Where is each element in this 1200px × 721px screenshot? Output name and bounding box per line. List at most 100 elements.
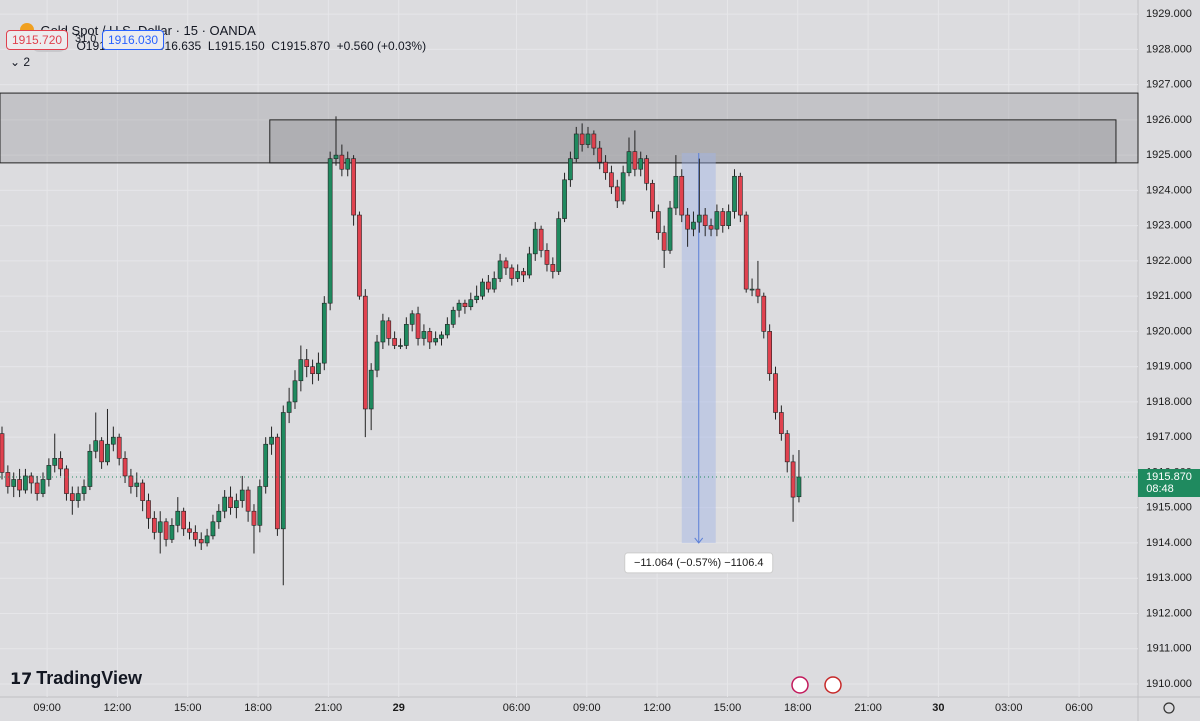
candle-body [421,331,427,339]
y-tick-label: 1929.000 [1146,8,1192,20]
resistance-box [269,119,1117,164]
candle-body [198,539,204,544]
candle-body [362,295,368,410]
y-tick-label: 1926.000 [1146,114,1192,126]
candle-body [134,482,140,487]
candle-body [474,295,479,300]
candle-body [245,489,251,512]
candle-body [175,510,181,526]
candle-body [409,313,415,325]
x-tick-label: 12:00 [104,702,132,714]
x-tick-label: 06:00 [503,702,531,714]
y-tick-label: 1913.000 [1146,572,1192,584]
candle-body [269,436,274,445]
candle-body [650,183,655,212]
candle-body [105,443,110,463]
last-price-box [1138,469,1200,498]
candle-body [749,288,755,291]
candle-body [708,225,714,230]
x-tick-label: 09:00 [573,702,601,714]
spread: 31.0 [75,33,97,45]
candle-body [456,302,462,311]
candle-body [691,221,696,230]
candle-body [573,133,579,159]
x-tick-label: 18:00 [784,702,812,714]
candle-body [609,172,614,188]
measure-label-box [624,552,774,574]
x-tick-label: 15:00 [174,702,202,714]
y-tick-label: 1912.000 [1146,607,1192,619]
candle-body [462,302,468,308]
indicator-count: 2 [23,55,31,69]
candle-body [597,147,603,163]
candle-body [34,482,40,494]
candle-body [339,154,345,170]
indicators-toggle[interactable]: ⌄ 2 [10,55,31,69]
candle-body [726,211,731,226]
candle-body [620,172,626,202]
candle-body [116,436,122,459]
candle-body [579,133,585,145]
candle-body [327,158,333,304]
buy-price[interactable]: 1916.030 [102,30,165,50]
candle-body [591,133,597,149]
candle-body [702,214,708,226]
countdown-label: 08:48 [1146,483,1174,495]
candle-body [392,338,397,346]
candle-body [46,465,52,480]
candle-body [333,154,339,159]
candle-body [450,309,456,325]
y-tick-label: 1927.000 [1146,79,1192,91]
brand-name: TradingView [36,668,142,688]
resistance-band [0,92,1139,164]
candle-body [491,278,497,290]
candle-body [661,232,667,251]
candle-body [550,264,556,272]
y-tick-label: 1910.000 [1146,678,1192,690]
candle-body [28,475,34,484]
candle-body [187,528,192,533]
y-tick-label: 1915.000 [1146,502,1192,514]
x-tick-label: 18:00 [244,702,272,714]
candle-body [427,331,433,343]
y-tick-label: 1925.000 [1146,149,1192,161]
candle-body [204,535,210,544]
candle-body [556,218,562,272]
candle-body [667,207,673,251]
x-tick-label: 21:00 [315,702,343,714]
measure-label: −11.064 (−0.57%) −1106.4 [634,557,764,569]
candle-body [263,443,269,487]
y-tick-label: 1917.000 [1146,431,1192,443]
y-tick-label: 1923.000 [1146,220,1192,232]
y-tick-label: 1928.000 [1146,43,1192,55]
candle-body [193,532,198,540]
candle-body [679,175,685,216]
sell-price[interactable]: 1915.720 [6,30,69,50]
candle-body [521,271,526,276]
candle-body [286,401,292,413]
candle-body [357,214,362,297]
candle-body [368,369,374,410]
candle-body [585,133,591,145]
candle-body [216,510,222,523]
candle-body [239,489,245,501]
candle-body [169,525,175,540]
candle-body [503,260,509,269]
candle-body [415,313,421,339]
candle-body [23,475,28,491]
candle-body [468,299,474,308]
x-tick-label: 15:00 [714,702,742,714]
candle-body [222,496,228,512]
candle-body [351,158,356,216]
event-icon [791,676,809,694]
settings-icon [1163,702,1175,714]
candle-body [439,334,444,339]
candle-body [568,158,573,181]
candle-body [673,175,679,209]
x-tick-label: 09:00 [33,702,61,714]
candle-body [761,295,767,332]
candle-body [403,324,409,346]
brand-logo: 𝟭𝟳 TradingView [10,668,142,688]
